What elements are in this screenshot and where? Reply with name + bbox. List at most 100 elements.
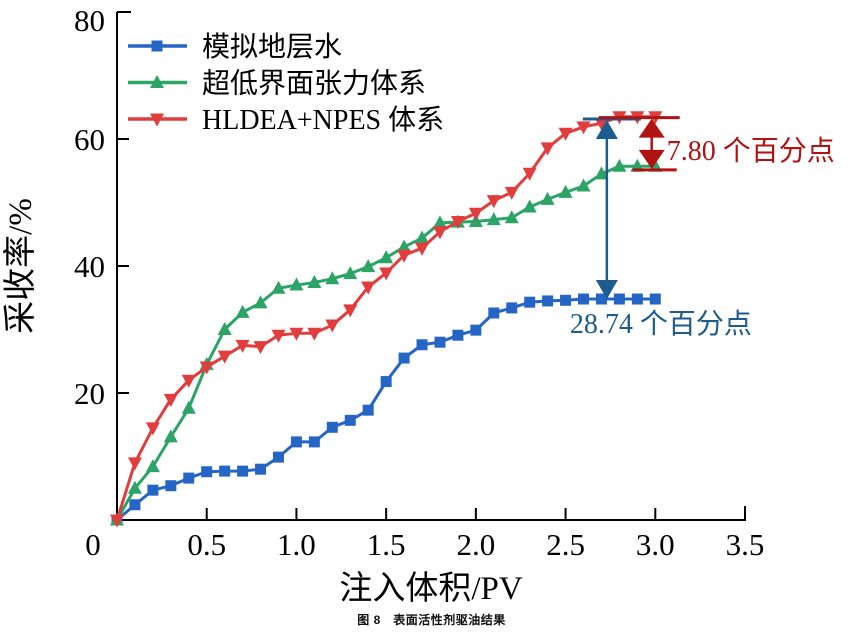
square-marker — [147, 484, 159, 496]
triangle-up-marker — [325, 271, 340, 285]
x-axis-title: 注入体积/PV — [339, 570, 523, 607]
y-tick-label: 80 — [74, 3, 105, 38]
x-tick-label: 3.0 — [636, 527, 675, 562]
x-tick-label: 2.0 — [456, 527, 495, 562]
annotation-gap-hldea-vs-water: 28.74 个百分点 — [570, 117, 752, 340]
figure-caption: 图 8 表面活性剂驱油结果 — [357, 613, 506, 627]
triangle-up-marker — [235, 304, 250, 318]
square-marker — [595, 293, 607, 305]
square-marker — [524, 296, 536, 308]
legend-label: 模拟地层水 — [202, 31, 342, 63]
triangle-up-marker — [576, 178, 591, 192]
triangle-up-marker — [217, 322, 232, 335]
legend-item: 超低界面张力体系 — [128, 68, 426, 100]
triangle-down-marker — [253, 341, 268, 355]
triangle-up-marker — [271, 280, 286, 294]
triangle-up-marker — [379, 250, 394, 264]
triangle-down-marker — [235, 339, 250, 353]
triangle-up-marker — [415, 230, 430, 244]
triangle-up-marker — [432, 215, 447, 229]
triangle-down-marker — [199, 361, 214, 375]
triangle-up-marker — [558, 184, 573, 198]
triangle-down-marker — [307, 327, 322, 341]
square-marker — [326, 421, 338, 433]
triangle-up-marker — [343, 266, 358, 280]
triangle-up-marker — [486, 212, 501, 226]
triangle-down-marker — [468, 207, 483, 221]
triangle-up-marker — [540, 191, 555, 205]
annotation-label: 28.74 个百分点 — [570, 309, 752, 340]
square-marker — [129, 499, 141, 511]
triangle-down-marker — [325, 319, 340, 333]
triangle-up-marker — [361, 259, 376, 273]
square-marker — [272, 451, 284, 463]
square-marker — [488, 307, 500, 319]
legend-label: 超低界面张力体系 — [202, 68, 426, 100]
y-tick-label: 60 — [74, 122, 105, 157]
square-marker — [380, 376, 392, 388]
triangle-up-marker — [289, 277, 304, 291]
square-marker — [183, 472, 195, 484]
triangle-up-marker — [594, 166, 609, 180]
triangle-down-marker — [576, 121, 591, 135]
triangle-down-marker — [379, 267, 394, 281]
square-marker — [398, 352, 410, 364]
triangle-down-marker — [486, 195, 501, 209]
square-marker — [434, 336, 446, 348]
x-tick-label: 2.5 — [546, 527, 585, 562]
triangle-up-marker — [181, 400, 196, 414]
triangle-down-marker — [450, 216, 465, 230]
annotations: 28.74 个百分点 7.80 个百分点 — [570, 116, 835, 340]
square-legend-marker — [151, 40, 163, 52]
triangle-down-marker — [271, 329, 286, 343]
triangle-down-marker — [415, 242, 430, 256]
triangle-down-marker — [540, 142, 555, 156]
x-tick-label: 3.5 — [726, 527, 765, 562]
triangle-down-marker — [181, 374, 196, 388]
triangle-down-marker — [163, 393, 178, 407]
triangle-down-marker — [217, 350, 232, 364]
triangle-down-marker — [432, 226, 447, 240]
triangle-up-legend-marker — [150, 75, 164, 88]
y-axis-title: 采收率/% — [2, 198, 39, 334]
triangle-down-marker — [558, 127, 573, 141]
triangle-up-marker — [612, 158, 627, 172]
square-marker — [560, 294, 572, 306]
legend-item: 模拟地层水 — [128, 31, 342, 63]
square-marker — [416, 339, 428, 351]
triangle-up-marker — [397, 239, 412, 253]
axis-titles: 注入体积/PV 采收率/% — [2, 198, 523, 607]
square-marker — [255, 463, 267, 475]
series-ultralow-ift — [110, 158, 663, 526]
triangle-down-legend-marker — [150, 113, 164, 127]
annotation-gap-hldea-vs-ultralow: 7.80 个百分点 — [598, 116, 835, 172]
y-tick-label: 20 — [74, 376, 105, 411]
triangle-up-marker — [307, 275, 322, 289]
triangle-down-marker — [110, 514, 124, 528]
square-marker — [201, 466, 213, 478]
square-marker — [237, 465, 249, 477]
triangle-up-marker — [127, 480, 142, 494]
series-line — [115, 164, 657, 522]
square-marker — [506, 302, 518, 314]
triangle-down-marker — [594, 117, 609, 131]
arrowhead-down — [638, 149, 665, 169]
square-marker — [308, 436, 320, 448]
square-marker — [219, 465, 231, 477]
triangle-down-marker — [145, 422, 160, 436]
y-tick-label: 40 — [74, 249, 105, 284]
x-tick-label: 0.5 — [187, 527, 226, 562]
legend-label: HLDEA+NPES 体系 — [202, 104, 444, 136]
annotation-label: 7.80 个百分点 — [667, 136, 835, 167]
triangle-down-marker — [289, 327, 304, 341]
triangle-up-marker — [145, 459, 160, 473]
arrowhead-down — [595, 280, 618, 300]
square-marker — [470, 324, 482, 336]
square-marker — [578, 293, 590, 305]
triangle-up-marker — [522, 199, 537, 213]
legend-item: HLDEA+NPES 体系 — [128, 104, 444, 136]
triangle-down-marker — [127, 457, 142, 471]
